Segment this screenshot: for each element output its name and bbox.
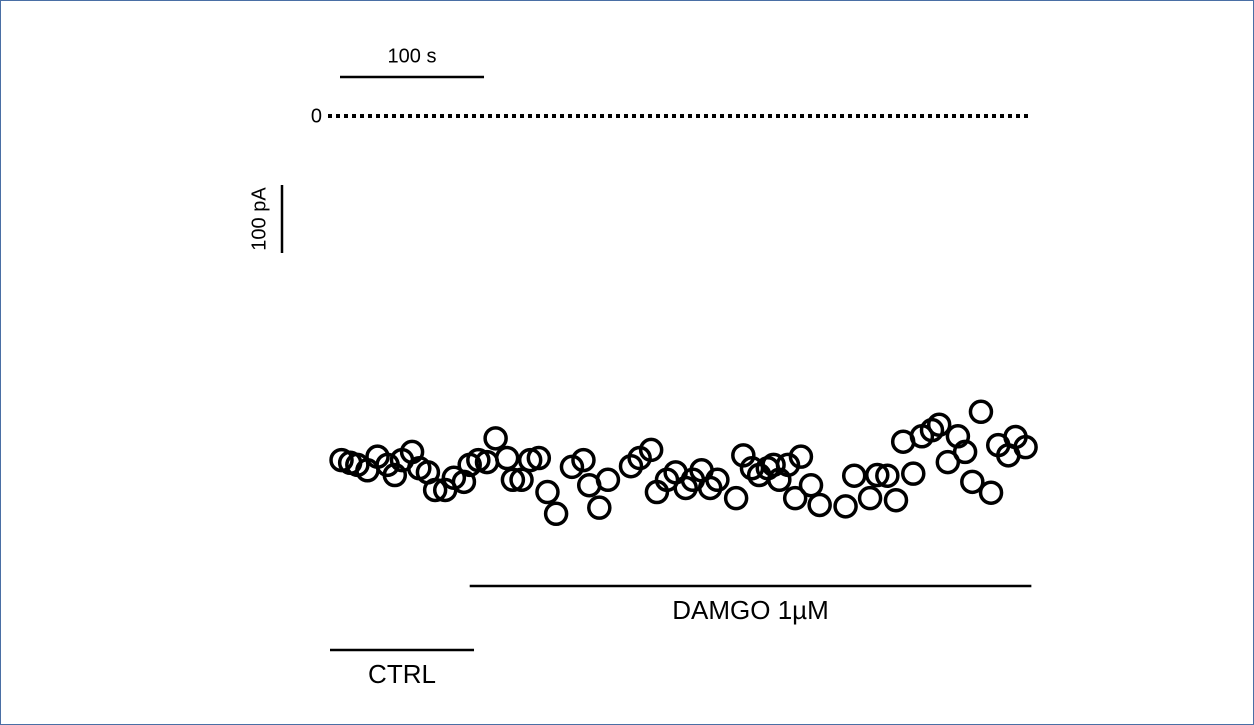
- data-point: [782, 485, 808, 511]
- period-label: CTRL: [368, 659, 436, 689]
- y-scalebar-label: 100 pA: [248, 187, 270, 251]
- data-point: [875, 463, 900, 488]
- data-point: [883, 487, 909, 513]
- data-point: [968, 399, 994, 425]
- data-point: [526, 445, 552, 471]
- data-point: [723, 485, 749, 511]
- y-tick-label: 0: [311, 105, 322, 127]
- data-point: [788, 444, 814, 469]
- data-point: [761, 452, 786, 478]
- data-point: [841, 463, 867, 488]
- data-point: [775, 452, 801, 478]
- data-point: [382, 462, 408, 488]
- data-point: [571, 447, 596, 473]
- x-scalebar-label: 100 s: [388, 45, 437, 67]
- data-point: [978, 480, 1004, 505]
- data-point: [494, 445, 520, 471]
- data-point: [926, 412, 952, 437]
- period-label: DAMGO 1µM: [672, 595, 829, 625]
- data-point: [638, 437, 664, 463]
- data-point: [857, 485, 883, 511]
- data-point: [865, 462, 890, 488]
- data-point: [833, 494, 858, 519]
- data-point: [587, 495, 612, 520]
- data-point: [500, 467, 526, 493]
- data-point: [705, 467, 730, 493]
- data-point: [483, 426, 508, 451]
- data-point: [451, 469, 477, 495]
- data-point: [422, 477, 448, 503]
- data-point: [952, 439, 978, 465]
- data-point: [807, 492, 832, 518]
- data-point: [901, 461, 926, 486]
- data-point: [798, 472, 824, 498]
- data-point: [535, 479, 560, 505]
- data-point: [1013, 434, 1038, 460]
- data-point: [509, 467, 534, 493]
- data-point: [595, 467, 621, 493]
- data-point: [543, 501, 569, 527]
- data-point: [474, 449, 500, 475]
- data-point: [960, 469, 985, 495]
